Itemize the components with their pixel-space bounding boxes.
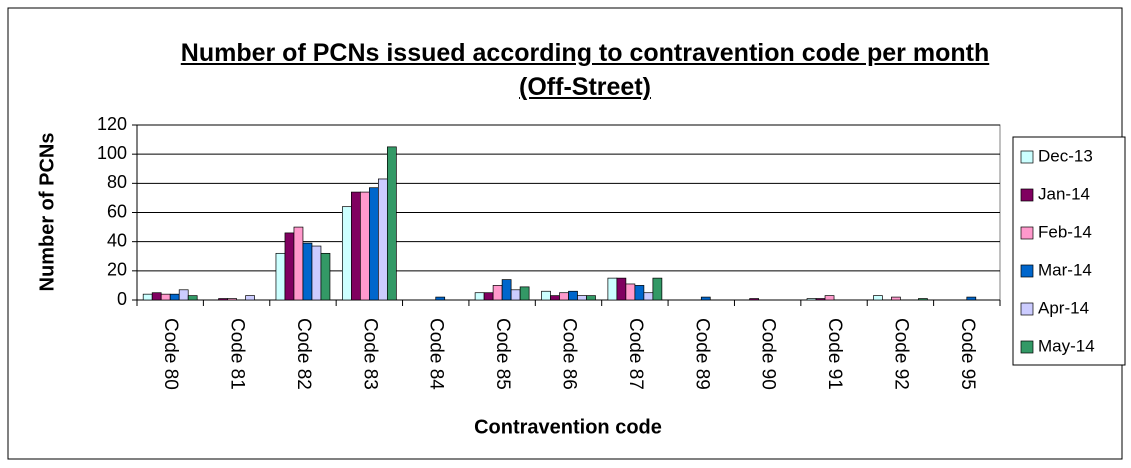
x-tick-label: Code 83	[359, 318, 380, 390]
x-tick-label: Code 90	[758, 318, 779, 390]
bar	[815, 298, 826, 301]
legend-label: Feb-14	[1038, 222, 1092, 241]
bar	[483, 292, 494, 301]
legend-label: Jan-14	[1038, 184, 1090, 203]
bar	[320, 252, 331, 301]
bar	[302, 242, 313, 301]
x-tick-label: Code 92	[890, 318, 911, 390]
legend-swatch	[1020, 302, 1034, 316]
bar	[284, 232, 295, 301]
bar	[643, 292, 654, 301]
x-tick-label: Code 85	[492, 318, 513, 390]
y-tick-label: 0	[117, 289, 127, 309]
x-tick-label: Code 87	[625, 318, 646, 390]
bar	[559, 292, 569, 301]
bar	[541, 290, 551, 301]
bar	[501, 279, 512, 301]
bar	[568, 290, 578, 301]
bar	[187, 295, 198, 301]
bar	[616, 277, 627, 301]
bar	[368, 187, 379, 301]
x-tick-label: Code 82	[293, 318, 314, 390]
y-tick-label: 20	[107, 260, 127, 280]
legend-label: Apr-14	[1038, 298, 1089, 317]
legend-label: May-14	[1038, 336, 1095, 355]
bar	[607, 277, 618, 301]
bar	[435, 296, 446, 301]
legend-label: Mar-14	[1038, 260, 1092, 279]
bar	[178, 289, 189, 301]
bar	[245, 295, 255, 301]
bar	[873, 295, 883, 301]
legend-box	[1012, 136, 1126, 366]
bar	[519, 286, 530, 301]
legend-swatch	[1020, 340, 1034, 354]
y-tick-label: 60	[107, 201, 127, 221]
x-tick-label: Code 91	[824, 318, 845, 390]
bar	[700, 296, 711, 301]
bar	[218, 298, 228, 301]
bar	[350, 191, 361, 301]
legend-swatch	[1020, 264, 1034, 278]
bar	[293, 226, 304, 301]
bar	[275, 252, 286, 301]
legend-swatch	[1020, 188, 1034, 202]
y-axis-title: Number of PCNs	[36, 133, 58, 292]
bar	[749, 298, 760, 301]
chart-title: Number of PCNs issued according to contr…	[180, 39, 990, 101]
bar	[652, 277, 663, 301]
legend-swatch	[1020, 226, 1034, 240]
bar	[550, 295, 560, 301]
bar	[311, 245, 322, 301]
x-axis-title: Contravention code	[474, 416, 662, 438]
x-tick-label: Code 86	[558, 318, 579, 390]
bar	[918, 298, 928, 301]
bar	[341, 206, 352, 301]
y-tick-label: 80	[107, 172, 127, 192]
bar	[634, 285, 645, 301]
x-tick-label: Code 95	[957, 318, 978, 390]
bar	[824, 295, 835, 301]
y-tick-label: 40	[107, 230, 127, 250]
x-tick-label: Code 81	[227, 318, 248, 390]
bar	[142, 293, 153, 301]
x-tick-label: Code 84	[426, 318, 447, 390]
legend-swatch	[1020, 150, 1034, 164]
x-tick-label: Code 89	[691, 318, 712, 390]
bar	[806, 298, 817, 301]
bar	[377, 178, 388, 301]
bar	[966, 296, 977, 301]
bar	[510, 289, 521, 301]
bar	[577, 295, 587, 301]
bar	[625, 283, 636, 301]
x-tick-label: Code 80	[160, 318, 181, 390]
bar	[151, 292, 162, 301]
bar	[169, 293, 180, 301]
y-tick-label: 120	[97, 114, 127, 134]
bar	[160, 293, 171, 301]
bar	[227, 298, 237, 301]
bar	[891, 296, 901, 301]
bar	[386, 146, 397, 301]
y-tick-label: 100	[97, 143, 127, 163]
bar	[492, 285, 503, 301]
bar	[586, 295, 596, 301]
legend-label: Dec-13	[1038, 146, 1093, 165]
bar	[474, 292, 485, 301]
bar	[359, 191, 370, 301]
